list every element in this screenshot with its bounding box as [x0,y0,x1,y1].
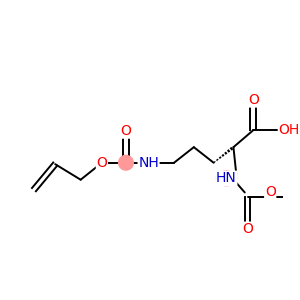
Text: HN: HN [216,171,237,185]
Text: O: O [242,222,253,236]
Ellipse shape [216,171,237,186]
Text: O: O [248,93,259,107]
Ellipse shape [118,155,133,170]
Text: NH: NH [138,156,159,170]
Text: O: O [96,156,107,170]
Text: OH: OH [279,123,300,137]
Text: O: O [265,184,276,199]
Text: O: O [121,124,131,138]
